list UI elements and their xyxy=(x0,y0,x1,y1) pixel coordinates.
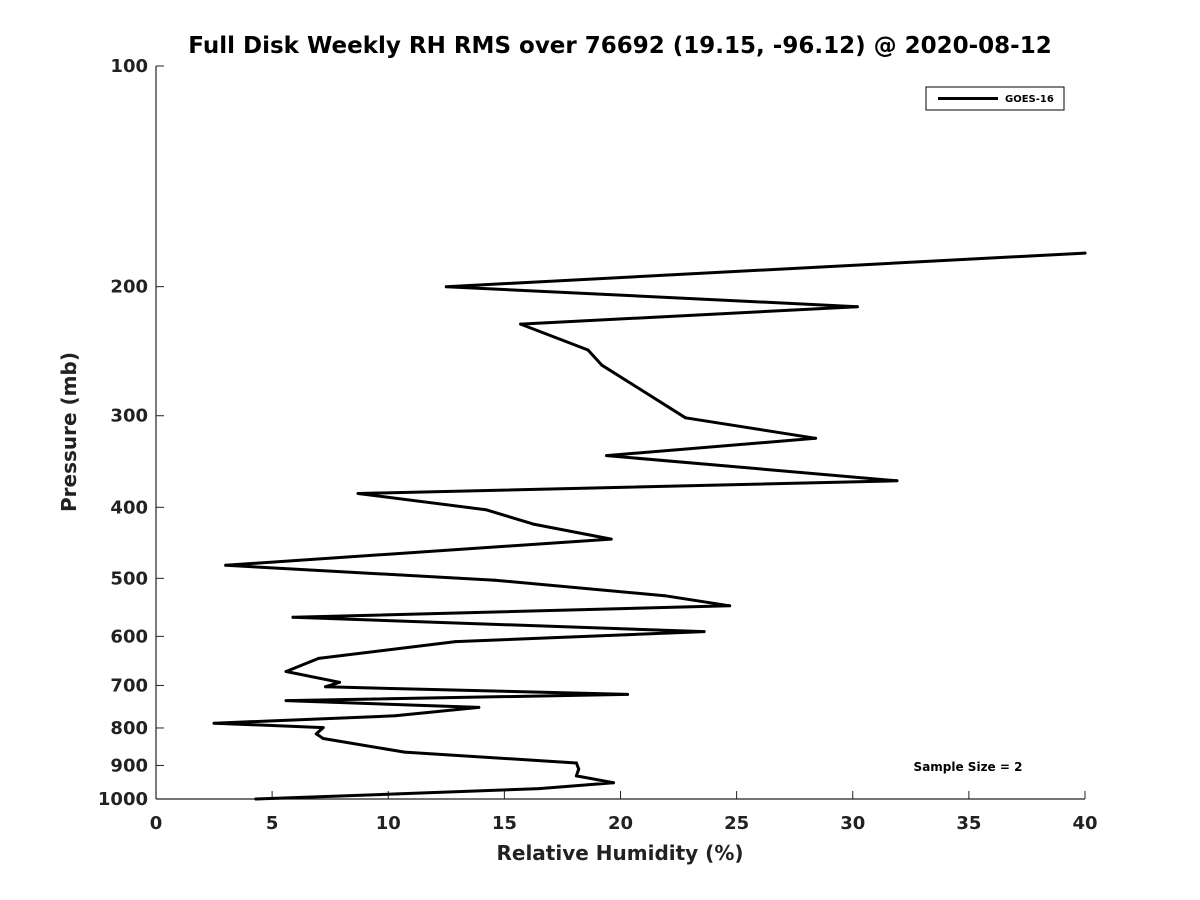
data-point xyxy=(284,670,288,673)
data-point xyxy=(1083,251,1087,255)
data-point xyxy=(254,797,258,801)
data-point xyxy=(224,563,228,567)
x-axis-ticks: 0 5 10 15 20 25 30 35 40 xyxy=(150,791,1098,834)
legend-label-goes-16: GOES-16 xyxy=(1005,94,1054,105)
data-point xyxy=(356,492,360,495)
data-point xyxy=(317,656,321,660)
data-point xyxy=(586,348,590,352)
data-point xyxy=(609,537,613,541)
y-tick-label: 200 xyxy=(110,277,148,298)
data-point xyxy=(484,508,488,512)
y-tick-label: 700 xyxy=(110,675,148,696)
data-point xyxy=(728,604,732,608)
x-tick-label: 20 xyxy=(608,813,633,834)
data-point xyxy=(519,322,523,326)
x-tick-label: 10 xyxy=(376,813,401,834)
x-tick-label: 15 xyxy=(492,813,517,834)
data-point xyxy=(291,615,295,619)
data-point xyxy=(895,479,899,483)
data-point xyxy=(574,774,578,778)
x-tick-label: 5 xyxy=(266,813,279,834)
y-tick-label: 400 xyxy=(110,497,148,518)
data-point xyxy=(702,630,706,634)
x-tick-label: 35 xyxy=(956,813,981,834)
y-tick-label: 500 xyxy=(110,568,148,589)
y-axis-ticks: 100 200 300 400 500 600 700 800 900 1000 xyxy=(98,56,164,810)
data-point xyxy=(454,640,458,644)
x-tick-label: 0 xyxy=(150,813,163,834)
data-point xyxy=(600,363,604,367)
data-point xyxy=(663,594,667,598)
data-point xyxy=(537,787,541,791)
data-point xyxy=(444,285,448,289)
y-axis-label: Pressure (mb) xyxy=(57,352,81,512)
data-point xyxy=(403,750,406,754)
data-point xyxy=(477,705,481,709)
data-point xyxy=(814,436,818,440)
x-axis-label: Relative Humidity (%) xyxy=(496,841,743,865)
data-point xyxy=(284,699,288,703)
data-point xyxy=(324,685,327,689)
legend: GOES-16 xyxy=(925,86,1065,111)
y-tick-label: 600 xyxy=(110,626,148,647)
data-point xyxy=(533,522,537,526)
chart-title: Full Disk Weekly RH RMS over 76692 (19.1… xyxy=(188,33,1051,59)
annotation-sample-size: Sample Size = 2 xyxy=(914,760,1023,774)
series-layer xyxy=(212,251,1087,801)
data-point xyxy=(493,578,497,582)
data-point xyxy=(393,714,397,718)
y-tick-label: 100 xyxy=(110,56,148,77)
y-tick-label: 300 xyxy=(110,406,148,427)
data-point xyxy=(314,732,318,736)
y-tick-label: 800 xyxy=(110,718,148,739)
data-point xyxy=(684,416,687,420)
data-point xyxy=(605,454,609,458)
data-point xyxy=(612,781,615,785)
data-point xyxy=(212,721,216,725)
data-point xyxy=(321,737,325,740)
data-point xyxy=(855,305,859,309)
data-point xyxy=(577,767,581,771)
x-tick-label: 25 xyxy=(724,813,749,834)
y-tick-label: 900 xyxy=(110,755,148,776)
data-point xyxy=(396,792,399,796)
y-tick-label: 1000 xyxy=(98,789,148,810)
data-point xyxy=(626,692,629,696)
data-point xyxy=(574,761,578,765)
x-tick-label: 30 xyxy=(840,813,865,834)
x-tick-label: 40 xyxy=(1072,813,1097,834)
data-point xyxy=(321,726,325,730)
data-point xyxy=(338,680,341,684)
